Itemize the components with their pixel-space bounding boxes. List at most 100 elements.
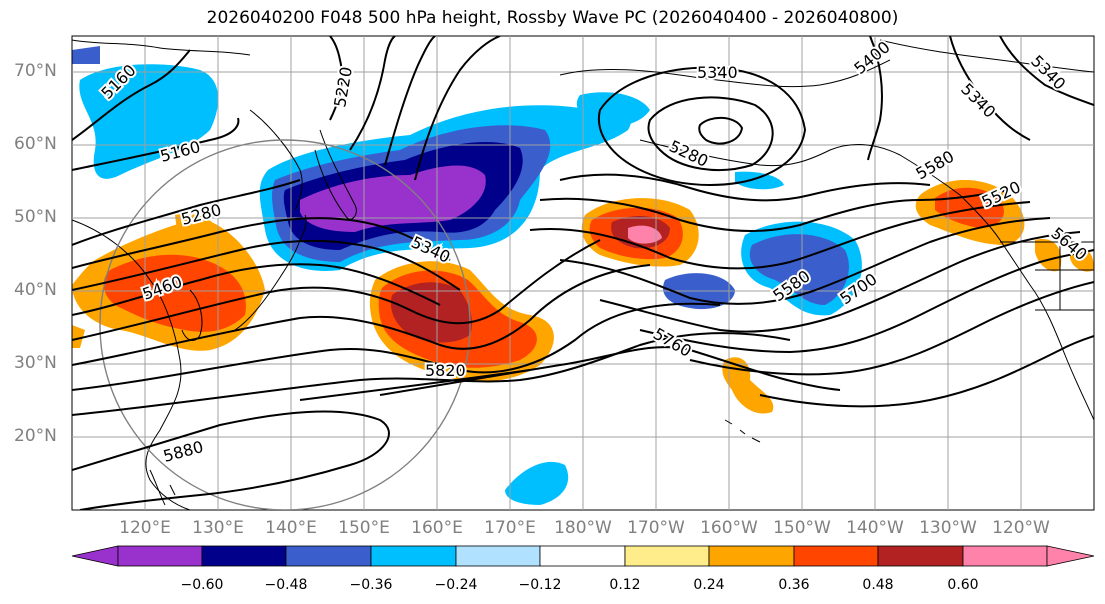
- colorbar-bin: [962, 545, 1048, 567]
- contour-5160-north: [72, 49, 191, 141]
- arctic-coast-west: [72, 39, 251, 56]
- contour-alaska-low-inner: [647, 96, 774, 171]
- colorbar-tick-label: 0.12: [609, 577, 641, 593]
- contour-label: 5340: [957, 79, 999, 121]
- contour-5700-mid: [72, 332, 791, 416]
- lat-label: 60°N: [14, 134, 57, 154]
- colorbar-tick-label: −0.60: [180, 577, 224, 593]
- contour-5400-ne: [867, 36, 883, 161]
- colorbar-bin: [117, 545, 203, 567]
- contour-label: 5580: [913, 147, 958, 184]
- negative-anomaly-far-north-west: [79, 64, 219, 179]
- contour-label: 5760: [650, 324, 695, 361]
- positive-anomaly-us-west: [1035, 239, 1062, 272]
- contour-5640-mid: [72, 302, 721, 391]
- colorbar-tick-label: 0.24: [693, 577, 725, 593]
- contour-ridge-1: [349, 36, 396, 151]
- kamchatka-coast: [314, 129, 357, 220]
- contour-5700-east: [759, 335, 1094, 408]
- colorbar-bin: [624, 545, 710, 567]
- colorbar-bin: [793, 545, 879, 567]
- contour-5460-east: [559, 217, 1051, 305]
- great-circle-overlay: [99, 139, 471, 510]
- contour-5640-east: [689, 281, 1094, 376]
- contour-5820: [299, 369, 531, 401]
- contour-alaska-low-core: [698, 116, 744, 145]
- map-title: 2026040200 F048 500 hPa height, Rossby W…: [206, 8, 899, 28]
- colorbar-tick-label: −0.36: [349, 577, 393, 593]
- north-america-west-coast: [959, 194, 1094, 421]
- contour-label: 5820: [425, 361, 466, 380]
- contour-5400-west: [72, 239, 461, 291]
- lat-label: 70°N: [14, 61, 57, 81]
- colorbar-tick-label: 0.60: [947, 577, 979, 593]
- hawaii-islands: [724, 419, 761, 443]
- colorbar-tick-label: 0.36: [778, 577, 810, 593]
- colorbar-low-extension: [71, 545, 119, 567]
- lat-label: 40°N: [14, 280, 57, 300]
- negative-anomaly-south-small: [505, 461, 569, 505]
- lon-label: 150°W: [773, 518, 831, 538]
- positive-anomaly-mid-core: [390, 282, 472, 343]
- positive-anomaly-asia-north: [175, 213, 222, 247]
- lon-label: 140°E: [265, 518, 317, 538]
- arctic-coast-east: [879, 39, 1094, 73]
- lon-label: 150°E: [338, 518, 390, 538]
- colorbar-tick-label: −0.48: [264, 577, 308, 593]
- contour-5340-west: [72, 217, 451, 269]
- lon-label: 130°W: [919, 518, 977, 538]
- negative-anomaly-main-core: [300, 165, 486, 232]
- colorbar-high-extension: [1046, 545, 1095, 567]
- lon-label: 120°W: [992, 518, 1050, 538]
- contour-5580-east: [639, 249, 1094, 354]
- contour-5580-mid: [72, 264, 651, 366]
- lon-label: 180°W: [554, 518, 612, 538]
- negative-anomaly-bering: [576, 92, 650, 127]
- lat-label: 50°N: [14, 207, 57, 227]
- philippines-islands: [149, 469, 176, 506]
- okhotsk-coast: [249, 109, 303, 211]
- colorbar-bin: [455, 545, 541, 567]
- positive-anomaly-hawaii: [722, 357, 774, 414]
- contour-5460-west: [72, 263, 441, 316]
- contour-5160-south: [72, 117, 240, 171]
- colorbar-bin: [285, 545, 372, 567]
- korea-coast: [181, 289, 203, 341]
- height-contours: [72, 36, 1094, 510]
- colorbar-tick-label: −0.12: [518, 577, 562, 593]
- contour-label: 5340: [697, 63, 738, 82]
- colorbar: [71, 545, 1095, 567]
- positive-anomaly-gulf-pink: [628, 225, 662, 244]
- colorbar-tick-label: −0.24: [434, 577, 478, 593]
- contour-5520-mid: [72, 239, 601, 341]
- lon-label: 170°E: [484, 518, 536, 538]
- japan-coast: [234, 214, 307, 331]
- contour-ridge-2: [384, 36, 436, 166]
- alaska-coast-south: [639, 139, 961, 196]
- contour-5280-east: [559, 173, 931, 202]
- colorbar-tick-label: 0.48: [862, 577, 894, 593]
- contour-5400-east: [529, 201, 1031, 270]
- contour-5220: [329, 36, 343, 121]
- contour-5280-west: [72, 179, 301, 246]
- contour-5340-east: [539, 189, 1011, 233]
- colorbar-bin: [370, 545, 457, 567]
- alaska-coast-north: [559, 59, 891, 88]
- lat-label: 30°N: [14, 353, 57, 373]
- colorbar-bin: [708, 545, 795, 567]
- lon-label: 160°W: [700, 518, 758, 538]
- contour-alaska-low-outer: [597, 66, 807, 187]
- lon-label: 140°W: [846, 518, 904, 538]
- coastlines: [72, 39, 1094, 510]
- lon-label: 120°E: [119, 518, 171, 538]
- us-state-lines: [1035, 242, 1094, 311]
- lon-label: 170°W: [627, 518, 685, 538]
- negative-anomaly-alaska-small: [735, 171, 784, 190]
- colorbar-bin: [201, 545, 287, 567]
- lat-label: 20°N: [14, 426, 57, 446]
- positive-anomaly-west-edge: [72, 325, 85, 348]
- contour-ridge-3: [414, 36, 501, 181]
- contour-5520-east: [599, 231, 1081, 333]
- lon-label: 160°E: [411, 518, 463, 538]
